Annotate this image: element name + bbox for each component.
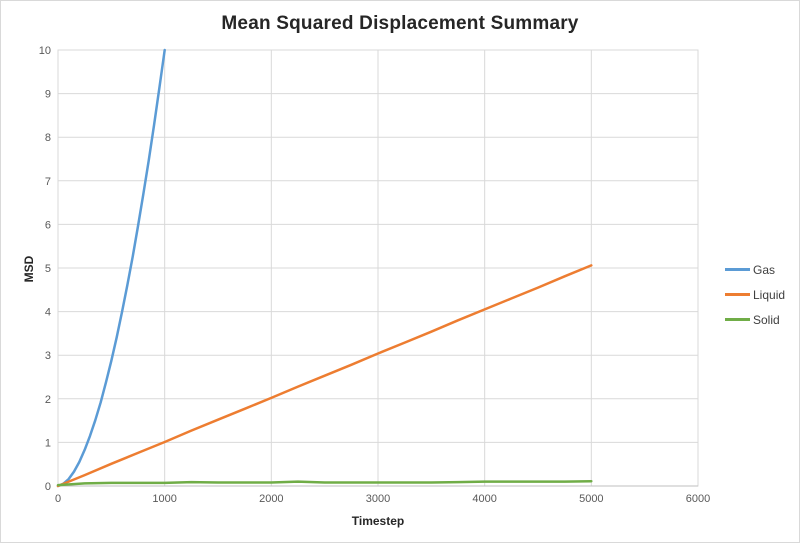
y-tick-label: 3	[45, 350, 51, 362]
series-line-liquid	[56, 264, 593, 488]
x-tick-label: 6000	[686, 493, 710, 505]
legend-swatch-solid	[725, 318, 750, 321]
legend-swatch-liquid	[725, 293, 750, 296]
chart-title: Mean Squared Displacement Summary	[221, 13, 579, 34]
legend-swatch-gas	[725, 268, 750, 271]
y-axis-title: MSD	[22, 255, 36, 283]
x-axis-title: Timestep	[351, 514, 405, 528]
x-tick-label: 2000	[259, 493, 283, 505]
y-tick-label: 2	[45, 394, 51, 406]
y-tick-label: 7	[45, 176, 51, 188]
y-tick-label: 10	[39, 45, 51, 57]
x-tick-label: 0	[55, 493, 61, 505]
legend-item-liquid: Liquid	[725, 282, 785, 307]
legend: Gas Liquid Solid	[725, 257, 785, 332]
x-tick-label: 5000	[579, 493, 603, 505]
series-line-solid	[56, 479, 593, 487]
y-tick-label: 1	[45, 437, 51, 449]
y-tick-label: 6	[45, 219, 51, 231]
y-tick-label: 9	[45, 89, 51, 101]
x-tick-label: 1000	[152, 493, 176, 505]
legend-label: Liquid	[753, 287, 786, 302]
legend-item-solid: Solid	[725, 307, 785, 332]
legend-label: Gas	[753, 262, 776, 277]
y-tick-label: 8	[45, 132, 51, 144]
legend-item-gas: Gas	[725, 257, 785, 282]
y-tick-label: 0	[45, 481, 51, 493]
y-tick-label: 5	[45, 263, 51, 275]
series-line-gas	[56, 48, 166, 488]
legend-label: Solid	[753, 312, 780, 327]
x-tick-label: 3000	[366, 493, 390, 505]
y-tick-label: 4	[45, 307, 51, 319]
x-tick-label: 4000	[472, 493, 496, 505]
